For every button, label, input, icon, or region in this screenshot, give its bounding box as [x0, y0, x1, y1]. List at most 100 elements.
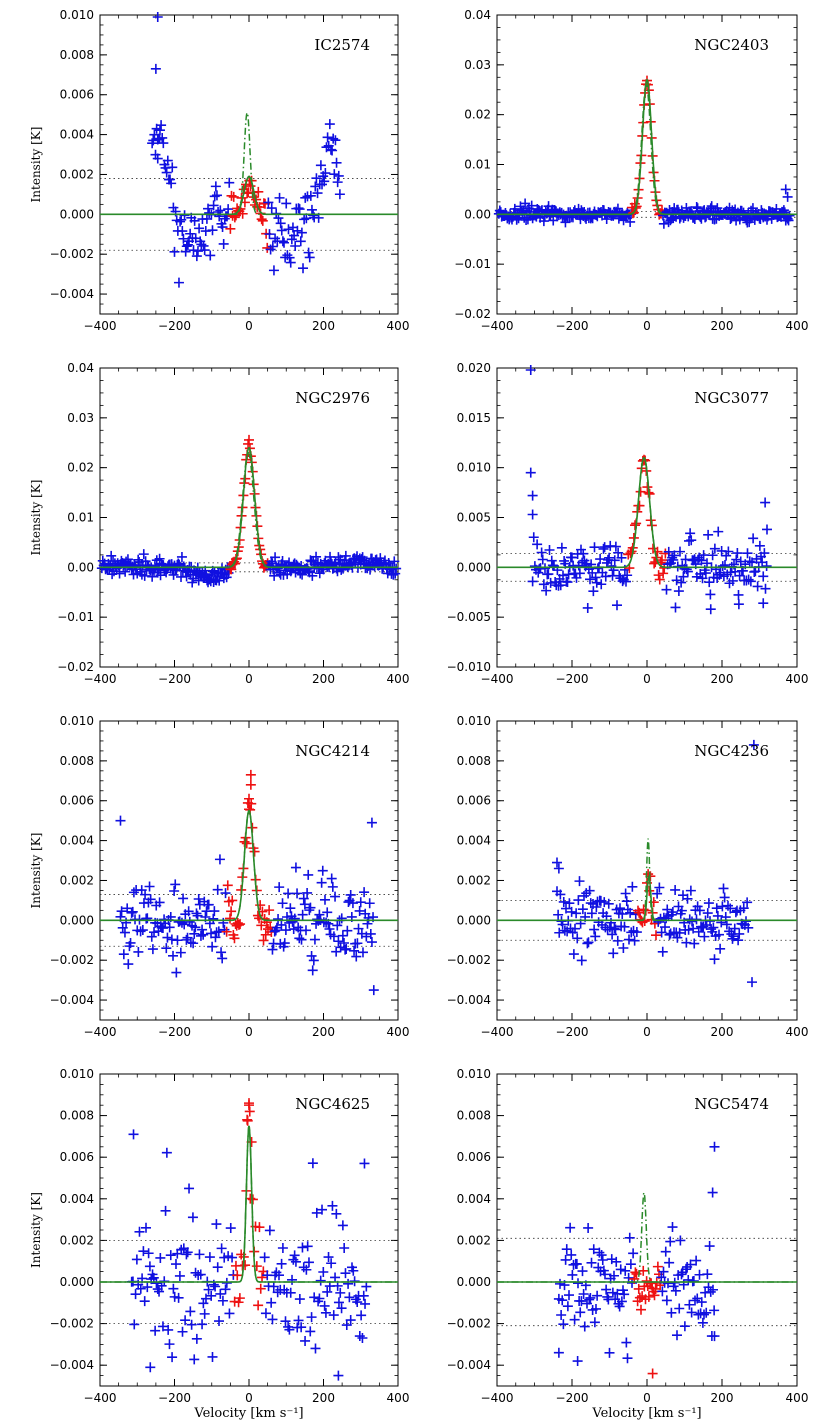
- y-tick-label: 0.005: [457, 511, 491, 525]
- x-tick-label: 0: [245, 672, 253, 686]
- data-point: [281, 198, 292, 209]
- data-point: [128, 887, 139, 898]
- data-point: [284, 252, 295, 263]
- data-point: [731, 554, 742, 565]
- data-point: [602, 1291, 613, 1302]
- data-point: [582, 602, 593, 613]
- data-point: [227, 1252, 238, 1263]
- data-point: [552, 857, 562, 868]
- data-point: [117, 922, 128, 933]
- y-tick-label: −0.002: [447, 953, 491, 967]
- y-tick-label: 0.002: [60, 873, 94, 887]
- data-point: [609, 555, 620, 566]
- data-point: [138, 1246, 149, 1257]
- data-point: [615, 1264, 626, 1275]
- data-point: [277, 1242, 288, 1253]
- y-tick-label: 0.020: [457, 361, 491, 375]
- data-point: [341, 943, 352, 954]
- data-point: [592, 1290, 603, 1301]
- data-point: [622, 570, 633, 581]
- data-point: [664, 1257, 675, 1268]
- signal-point: [634, 500, 645, 511]
- data-point: [154, 1286, 165, 1297]
- data-point: [221, 1277, 232, 1288]
- data-point: [604, 552, 615, 563]
- data-point: [553, 909, 564, 920]
- x-axis-label: Velocity [km s⁻¹]: [193, 1406, 303, 1421]
- data-point: [676, 905, 687, 916]
- data-point: [204, 207, 215, 218]
- data-point: [383, 557, 394, 568]
- x-tick-label: 0: [643, 319, 651, 333]
- data-point: [622, 1353, 633, 1364]
- data-point: [609, 1270, 619, 1281]
- data-point: [576, 1296, 587, 1307]
- data-point: [169, 246, 180, 257]
- data-point: [304, 252, 315, 263]
- data-point: [322, 907, 333, 918]
- data-point: [188, 245, 199, 256]
- data-point: [526, 200, 537, 211]
- data-point: [326, 873, 337, 884]
- data-point: [540, 563, 550, 574]
- data-point: [366, 817, 377, 828]
- data-point: [283, 224, 294, 235]
- data-point: [561, 903, 571, 914]
- y-tick-label: 0.01: [464, 158, 491, 172]
- data-point: [589, 542, 600, 553]
- signal-point: [221, 926, 232, 937]
- signal-point: [652, 546, 663, 557]
- data-point: [310, 181, 321, 192]
- data-point: [280, 1316, 291, 1327]
- data-point: [359, 1158, 370, 1169]
- data-point: [331, 1208, 342, 1219]
- data-point: [290, 240, 301, 251]
- y-tick-label: −0.02: [454, 307, 491, 321]
- data-point: [783, 215, 794, 226]
- data-point: [745, 576, 756, 587]
- data-point: [685, 1259, 696, 1270]
- data-point: [351, 951, 362, 962]
- data-point: [546, 555, 557, 566]
- signal-point: [245, 181, 256, 192]
- data-point: [336, 913, 347, 924]
- data-point: [544, 544, 555, 555]
- data-point: [748, 533, 759, 544]
- data-point: [115, 815, 126, 826]
- data-point: [333, 936, 344, 947]
- data-point: [318, 1267, 329, 1277]
- data-point: [619, 1289, 630, 1300]
- data-point: [213, 207, 224, 218]
- signal-point: [233, 919, 244, 930]
- data-point: [192, 910, 203, 921]
- data-point: [625, 216, 636, 227]
- data-point: [316, 877, 327, 888]
- data-point: [306, 1312, 317, 1323]
- data-point: [330, 135, 341, 146]
- data-point: [591, 577, 602, 588]
- signal-point: [261, 917, 272, 928]
- data-point: [139, 570, 150, 581]
- data-point: [661, 913, 672, 924]
- x-tick-label: 200: [711, 1391, 734, 1405]
- data-point: [716, 917, 727, 928]
- data-point: [582, 938, 593, 949]
- data-point: [672, 1330, 682, 1341]
- data-point: [178, 233, 189, 244]
- data-point: [200, 1293, 211, 1304]
- data-point: [192, 246, 203, 257]
- x-tick-label: −200: [556, 1025, 589, 1039]
- data-point: [631, 927, 642, 938]
- data-point: [275, 218, 286, 229]
- signal-point: [257, 215, 268, 226]
- signal-point: [232, 1270, 243, 1281]
- data-point: [727, 575, 738, 586]
- data-point: [207, 1351, 218, 1362]
- data-point: [126, 907, 137, 918]
- data-point: [207, 225, 218, 236]
- y-tick-label: 0.008: [60, 48, 94, 62]
- data-point: [681, 937, 692, 948]
- signal-point: [256, 920, 267, 931]
- data-point: [210, 932, 221, 943]
- data-point: [259, 1252, 270, 1263]
